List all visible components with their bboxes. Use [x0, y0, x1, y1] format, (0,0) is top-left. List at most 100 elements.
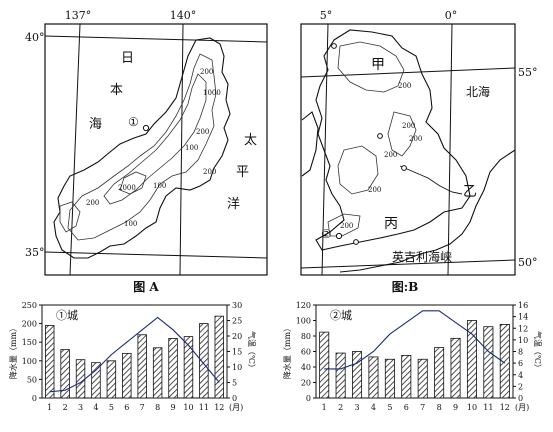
map-a-contour-label: 100 — [153, 182, 166, 190]
y-tick-label: 250 — [22, 301, 37, 310]
x-tick-label: 6 — [404, 403, 409, 412]
map-b-city-dot — [353, 239, 359, 245]
map-b-city-dot — [331, 43, 337, 49]
map-a-contour-label: 2000 — [118, 184, 136, 192]
map-a-contour-label: 200 — [203, 168, 216, 176]
y2-tick-label: 2 — [518, 382, 523, 391]
y-tick-label: 0 — [306, 394, 311, 403]
y2-tick-label: 0 — [518, 394, 523, 403]
x-tick-label: 8 — [155, 403, 160, 412]
precipitation-bar — [75, 359, 86, 399]
map-b-lon-5: 5° — [320, 9, 333, 22]
y-tick-label: 150 — [22, 338, 37, 347]
precipitation-bar — [401, 354, 412, 399]
precipitation-bar — [137, 334, 147, 399]
temperature-line — [324, 310, 506, 370]
y-tick-label: 200 — [22, 320, 37, 329]
y2-axis-label: 气温（℃） — [533, 331, 543, 372]
map-b-label-yi: 乙 — [463, 184, 477, 200]
y2-axis-label: 气温（℃） — [247, 331, 257, 372]
precipitation-bar — [60, 349, 70, 399]
map-a: 137° 140° 40° 35° 日 本 海 太 平 洋 ① 200 1000… — [25, 9, 268, 294]
y2-tick-label: 12 — [518, 324, 528, 333]
x-tick-label: 2 — [338, 403, 343, 412]
precipitation-bar — [384, 358, 395, 399]
map-b-contour-label: 200 — [368, 186, 381, 194]
map-a-contour-label: 1000 — [203, 89, 221, 97]
precipitation-bar — [214, 315, 225, 399]
map-a-contour-label: 200 — [196, 128, 209, 136]
y-tick-label: 60 — [301, 348, 311, 357]
y-axis-label: 降水量（mm） — [8, 324, 18, 379]
x-tick-label: 10 — [467, 403, 477, 412]
precipitation-bar — [368, 356, 379, 399]
map-a-contour-2000 — [119, 171, 147, 195]
precipitation-bar — [450, 337, 461, 399]
map-b-contour-wales — [337, 145, 379, 195]
map-a-sea-label-ben: 本 — [110, 83, 123, 98]
y2-tick-label: 15 — [232, 348, 242, 357]
y-tick-label: 80 — [301, 332, 311, 341]
x-tick-label: 8 — [437, 403, 442, 412]
y-axis-label: 降水量（mm） — [282, 324, 292, 379]
x-axis-unit: (月) — [515, 403, 529, 412]
map-b-contour-southwest — [327, 213, 361, 237]
map-b-lon-0: 0° — [445, 9, 458, 22]
x-tick-label: 5 — [109, 403, 114, 412]
map-b-parallel-55 — [300, 67, 516, 78]
x-tick-label: 3 — [354, 403, 359, 412]
y-tick-label: 100 — [296, 317, 311, 326]
map-b-label-north-sea: 北海 — [466, 84, 490, 99]
y2-tick-label: 25 — [232, 317, 242, 326]
precipitation-bar — [122, 352, 132, 399]
precipitation-bar — [499, 323, 510, 399]
y2-tick-label: 4 — [518, 371, 523, 380]
precipitation-bar — [434, 347, 445, 399]
map-a-contour-1000 — [103, 73, 207, 205]
x-tick-label: 5 — [387, 403, 392, 412]
map-b: 5° 0° 55° 50° 甲 乙 丙 北海 英吉利海峡 ② 200 200 2… — [300, 9, 538, 294]
map-b-contour-label: 200 — [398, 82, 411, 90]
map-b-contour-label: 200 — [402, 122, 415, 130]
map-a-coastline — [53, 37, 231, 259]
map-b-lat-50: 50° — [518, 256, 538, 269]
map-b-meridian-0 — [447, 23, 453, 276]
map-a-city-dot-1 — [142, 124, 150, 132]
precipitation-bar — [352, 351, 363, 399]
chart-title: ①城 — [56, 309, 78, 322]
precipitation-bar — [168, 338, 178, 399]
y-tick-label: 50 — [27, 375, 37, 384]
y2-tick-label: 16 — [518, 301, 528, 310]
x-tick-label: 10 — [183, 403, 193, 412]
y2-tick-label: 14 — [518, 313, 528, 322]
map-a-caption: 图 A — [133, 280, 159, 294]
map-b-contour-label: 200 — [384, 151, 397, 159]
map-a-parallel-35 — [44, 251, 268, 259]
precipitation-bar — [319, 331, 330, 399]
y-tick-label: 40 — [301, 363, 311, 372]
x-tick-label: 1 — [322, 403, 327, 412]
y-tick-label: 0 — [32, 394, 37, 403]
y2-tick-label: 6 — [518, 359, 523, 368]
map-a-city-marker-1: ① — [128, 115, 139, 129]
map-b-city-dot — [377, 133, 383, 139]
y-tick-label: 100 — [22, 357, 37, 366]
temperature-line — [49, 316, 220, 393]
map-a-contour-peninsula — [59, 201, 81, 233]
map-a-contour-label: 100 — [124, 220, 137, 228]
y2-tick-label: 0 — [232, 394, 237, 403]
y2-tick-label: 10 — [232, 363, 242, 372]
map-b-river — [399, 165, 463, 195]
map-a-lon-137: 137° — [65, 9, 92, 22]
map-b-city-marker-2: ② — [321, 227, 332, 241]
map-a-contour-label: 200 — [200, 68, 213, 76]
map-b-label-jia: 甲 — [371, 57, 385, 73]
map-b-continent-coastline — [339, 149, 516, 273]
map-b-city-dot — [401, 165, 407, 171]
map-a-contour-label: 200 — [86, 199, 99, 207]
y-tick-label: 20 — [301, 379, 311, 388]
map-a-ocean-label-tai: 太 — [244, 133, 257, 148]
x-tick-label: 12 — [214, 403, 224, 412]
map-a-contour-label: 100 — [185, 144, 198, 152]
